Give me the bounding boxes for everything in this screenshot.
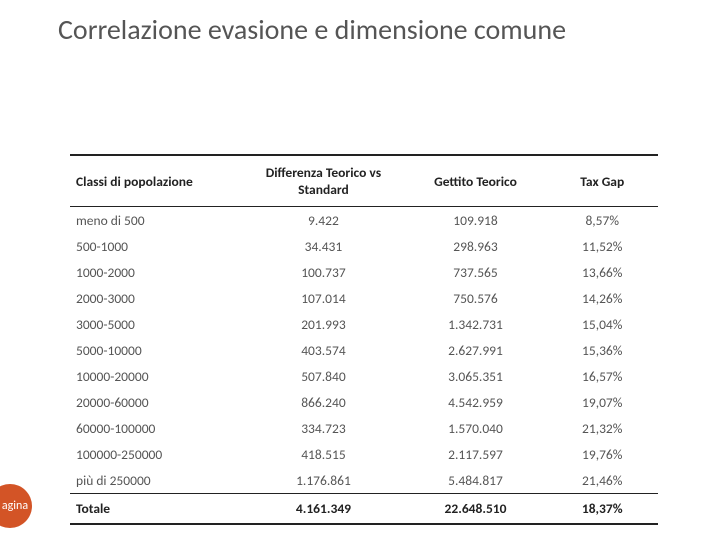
table-cell: 34.431	[242, 233, 404, 259]
table-cell: 11,52%	[546, 233, 658, 259]
table-cell: 2000-3000	[70, 285, 242, 311]
table-cell: 298.963	[405, 233, 547, 259]
table-cell: 1.342.731	[405, 311, 547, 337]
col-header-differenza: Differenza Teorico vs Standard	[242, 155, 404, 207]
table-cell: 3.065.351	[405, 363, 547, 389]
page-badge-text: agina	[2, 499, 28, 513]
table-cell: 19,07%	[546, 389, 658, 415]
table-row: 2000-3000107.014750.57614,26%	[70, 285, 658, 311]
footer-diff: 4.161.349	[242, 494, 404, 525]
footer-gett: 22.648.510	[405, 494, 547, 525]
page-title: Correlazione evasione e dimensione comun…	[58, 14, 618, 46]
table-cell: 334.723	[242, 415, 404, 441]
table-cell: 3000-5000	[70, 311, 242, 337]
table-row: 5000-10000403.5742.627.99115,36%	[70, 337, 658, 363]
table-cell: 9.422	[242, 207, 404, 234]
table-cell: 14,26%	[546, 285, 658, 311]
table-cell: più di 250000	[70, 467, 242, 494]
table-row: 500-100034.431298.96311,52%	[70, 233, 658, 259]
table-cell: 100000-250000	[70, 441, 242, 467]
table-cell: 15,36%	[546, 337, 658, 363]
table-row: 10000-20000507.8403.065.35116,57%	[70, 363, 658, 389]
slide: Correlazione evasione e dimensione comun…	[0, 0, 720, 540]
table-cell: 16,57%	[546, 363, 658, 389]
table-cell: 507.840	[242, 363, 404, 389]
table-cell: 500-1000	[70, 233, 242, 259]
table-cell: 2.117.597	[405, 441, 547, 467]
footer-label: Totale	[70, 494, 242, 525]
page-badge: agina	[0, 484, 32, 528]
table-cell: 13,66%	[546, 259, 658, 285]
table-cell: 4.542.959	[405, 389, 547, 415]
table-cell: 1.570.040	[405, 415, 547, 441]
table-cell: 10000-20000	[70, 363, 242, 389]
table-header-row: Classi di popolazione Differenza Teorico…	[70, 155, 658, 207]
table-cell: 15,04%	[546, 311, 658, 337]
footer-gap: 18,37%	[546, 494, 658, 525]
table-cell: 750.576	[405, 285, 547, 311]
table-row: 100000-250000418.5152.117.59719,76%	[70, 441, 658, 467]
table-footer-row: Totale 4.161.349 22.648.510 18,37%	[70, 494, 658, 525]
table-cell: meno di 500	[70, 207, 242, 234]
table-row: meno di 5009.422109.9188,57%	[70, 207, 658, 234]
table-cell: 418.515	[242, 441, 404, 467]
table-cell: 8,57%	[546, 207, 658, 234]
table-cell: 100.737	[242, 259, 404, 285]
table-cell: 5000-10000	[70, 337, 242, 363]
table-row: 20000-60000866.2404.542.95919,07%	[70, 389, 658, 415]
table-cell: 20000-60000	[70, 389, 242, 415]
table-cell: 1.176.861	[242, 467, 404, 494]
table-row: 1000-2000100.737737.56513,66%	[70, 259, 658, 285]
table-row: più di 2500001.176.8615.484.81721,46%	[70, 467, 658, 494]
table-row: 3000-5000201.9931.342.73115,04%	[70, 311, 658, 337]
table-cell: 19,76%	[546, 441, 658, 467]
population-table: Classi di popolazione Differenza Teorico…	[70, 154, 658, 525]
table-cell: 60000-100000	[70, 415, 242, 441]
table-cell: 2.627.991	[405, 337, 547, 363]
table-cell: 1000-2000	[70, 259, 242, 285]
table-row: 60000-100000334.7231.570.04021,32%	[70, 415, 658, 441]
table-cell: 201.993	[242, 311, 404, 337]
col-header-gettito: Gettito Teorico	[405, 155, 547, 207]
table-cell: 107.014	[242, 285, 404, 311]
table-cell: 403.574	[242, 337, 404, 363]
table-cell: 737.565	[405, 259, 547, 285]
table-cell: 866.240	[242, 389, 404, 415]
table-cell: 21,32%	[546, 415, 658, 441]
table-cell: 21,46%	[546, 467, 658, 494]
table-cell: 109.918	[405, 207, 547, 234]
col-header-taxgap: Tax Gap	[546, 155, 658, 207]
table: Classi di popolazione Differenza Teorico…	[70, 154, 658, 525]
table-cell: 5.484.817	[405, 467, 547, 494]
col-header-classi: Classi di popolazione	[70, 155, 242, 207]
